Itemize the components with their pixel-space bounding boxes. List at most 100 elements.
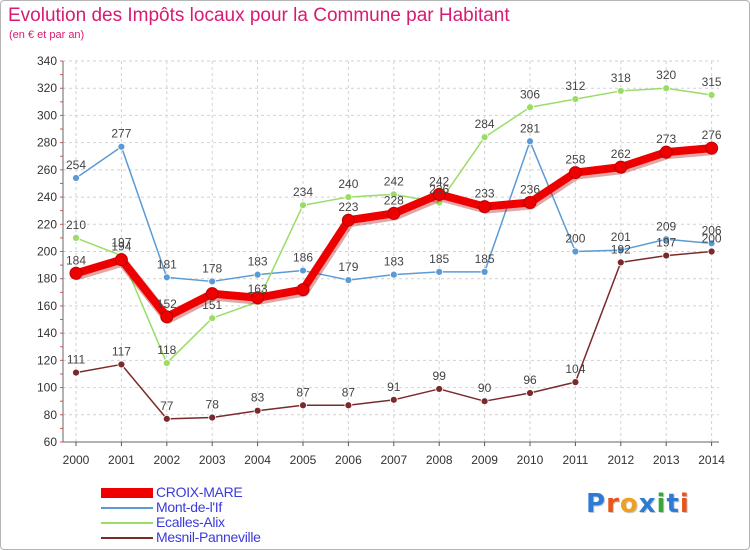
data-label: 318 xyxy=(611,71,631,85)
data-label: 254 xyxy=(66,158,86,172)
data-point-ecalles-alix xyxy=(299,201,307,210)
data-label: 183 xyxy=(384,255,404,269)
data-label: 99 xyxy=(433,369,447,383)
legend-label-croix-mare: CROIX-MARE xyxy=(156,484,243,500)
y-tick-label: 260 xyxy=(37,163,57,177)
data-point-ecalles-alix xyxy=(344,193,353,201)
x-tick-label: 2004 xyxy=(244,453,271,467)
data-label: 104 xyxy=(565,362,585,376)
legend-label-mont-de-l-if: Mont-de-l'If xyxy=(156,499,222,515)
data-point-mesnil-panneville xyxy=(526,389,534,397)
y-tick-label: 340 xyxy=(37,54,57,68)
data-label: 234 xyxy=(293,185,313,199)
logo-letter: r xyxy=(606,489,620,519)
data-label: 117 xyxy=(112,344,131,358)
data-point-mont-de-l-if xyxy=(253,270,262,279)
data-label: 312 xyxy=(565,79,585,93)
data-label: 91 xyxy=(387,380,401,394)
data-point-mesnil-panneville xyxy=(707,247,716,256)
data-label: 192 xyxy=(611,242,631,256)
data-label: 83 xyxy=(251,391,265,405)
data-label: 184 xyxy=(66,253,86,267)
legend-swatch-mont-de-l-if xyxy=(101,507,153,509)
y-tick-label: 320 xyxy=(37,81,57,95)
data-label: 276 xyxy=(702,128,722,142)
data-point-croix-mare xyxy=(296,283,310,297)
data-label: 209 xyxy=(656,219,676,233)
data-label: 281 xyxy=(520,121,540,135)
y-tick-label: 100 xyxy=(37,381,57,395)
data-point-mesnil-panneville xyxy=(162,414,171,423)
x-tick-label: 2011 xyxy=(562,453,588,467)
legend-item-mesnil-panneville: Mesnil-Panneville xyxy=(101,529,361,545)
chart-subtitle: (en € et par an) xyxy=(9,29,85,41)
logo-letter: t xyxy=(666,489,680,519)
data-point-ecalles-alix xyxy=(662,84,671,93)
x-tick-label: 2009 xyxy=(471,453,498,467)
y-tick-label: 80 xyxy=(44,408,58,422)
logo-letter: i xyxy=(656,489,667,519)
y-tick-label: 60 xyxy=(44,435,58,449)
data-point-mesnil-panneville xyxy=(344,401,353,410)
data-label: 242 xyxy=(429,174,449,188)
data-label: 306 xyxy=(520,87,540,101)
data-point-ecalles-alix xyxy=(480,133,489,142)
x-tick-label: 2013 xyxy=(653,453,680,467)
x-tick-label: 2010 xyxy=(517,453,544,467)
data-label: 186 xyxy=(293,251,313,265)
data-label: 96 xyxy=(523,373,537,387)
y-tick-label: 140 xyxy=(37,326,57,340)
data-point-mont-de-l-if xyxy=(526,137,534,146)
data-point-croix-mare xyxy=(523,196,537,210)
data-point-croix-mare xyxy=(205,287,219,301)
legend-label-ecalles-alix: Ecalles-Alix xyxy=(156,514,225,530)
chart-title: Evolution des Impôts locaux pour la Comm… xyxy=(8,5,510,26)
data-point-mesnil-panneville xyxy=(616,258,625,267)
data-label: 152 xyxy=(157,297,177,311)
x-tick-label: 2003 xyxy=(199,453,226,467)
data-point-mont-de-l-if xyxy=(162,273,171,282)
legend-item-ecalles-alix: Ecalles-Alix xyxy=(101,514,361,530)
data-label: 258 xyxy=(565,153,585,167)
data-point-mesnil-panneville xyxy=(208,413,217,422)
data-point-mesnil-panneville xyxy=(435,385,444,393)
data-label: 151 xyxy=(202,298,222,312)
data-label: 200 xyxy=(565,232,585,246)
x-tick-label: 2012 xyxy=(607,453,634,467)
x-tick-label: 2007 xyxy=(380,453,407,467)
data-point-mont-de-l-if xyxy=(389,270,398,279)
logo-letter: P xyxy=(586,489,607,519)
data-point-ecalles-alix xyxy=(707,91,716,99)
data-point-mesnil-panneville xyxy=(72,368,80,377)
data-label: 277 xyxy=(111,127,131,141)
data-point-mesnil-panneville xyxy=(253,406,262,415)
data-label: 284 xyxy=(475,117,495,131)
data-point-mont-de-l-if xyxy=(480,268,489,276)
legend-swatch-croix-mare xyxy=(101,488,153,498)
data-point-croix-mare xyxy=(568,166,582,180)
y-tick-label: 160 xyxy=(37,299,57,313)
data-label: 223 xyxy=(338,200,358,214)
data-point-ecalles-alix xyxy=(72,233,80,242)
data-point-ecalles-alix xyxy=(616,87,625,95)
data-label: 178 xyxy=(202,261,222,275)
data-label: 179 xyxy=(338,260,358,274)
legend-swatch-mesnil-panneville xyxy=(101,537,153,539)
data-label: 228 xyxy=(384,193,404,207)
data-point-mont-de-l-if xyxy=(662,235,671,244)
data-point-ecalles-alix xyxy=(571,95,580,103)
data-label: 183 xyxy=(248,255,268,269)
data-point-croix-mare xyxy=(478,200,492,214)
legend: CROIX-MARE Mont-de-l'If Ecalles-Alix Mesnil… xyxy=(101,484,361,545)
x-tick-label: 2001 xyxy=(108,453,135,467)
data-label: 87 xyxy=(342,385,356,399)
x-tick-label: 2014 xyxy=(698,453,725,467)
data-label: 206 xyxy=(702,223,722,237)
data-point-mesnil-panneville xyxy=(299,401,307,410)
data-point-croix-mare xyxy=(69,266,83,280)
legend-swatch-ecalles-alix xyxy=(101,522,153,524)
data-point-mesnil-panneville xyxy=(662,251,671,260)
data-label: 78 xyxy=(206,398,220,412)
